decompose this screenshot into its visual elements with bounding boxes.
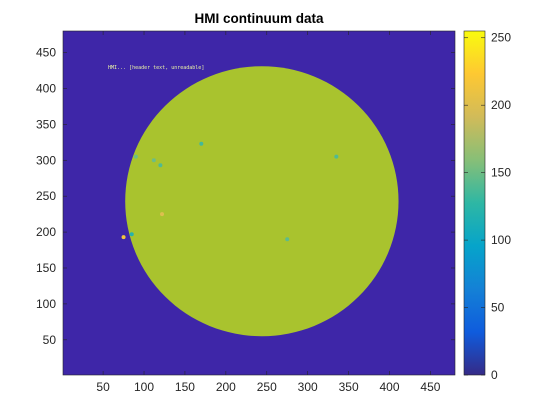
sunspot-feature-0 <box>133 154 138 159</box>
y-tick-label: 400 <box>36 81 56 95</box>
colorbar-gradient <box>464 31 485 375</box>
sunspot-feature-2 <box>158 163 163 168</box>
sunspot-features <box>121 141 339 242</box>
chart-title: HMI continuum data <box>195 11 324 26</box>
y-tick-label: 50 <box>43 333 57 347</box>
colorbar-ticks: 0 50 100 150 200 250 <box>464 31 511 382</box>
solar-disk <box>125 66 399 337</box>
x-tick-label: 250 <box>257 380 277 394</box>
y-tick-label: 200 <box>36 225 56 239</box>
x-tick-label: 400 <box>380 380 400 394</box>
y-tick-label: 350 <box>36 117 56 131</box>
x-tick-label: 50 <box>96 380 110 394</box>
header-text: HMI... [header text, unreadable] <box>108 65 204 71</box>
colorbar-tick-label: 150 <box>491 166 511 180</box>
colorbar-tick-label: 250 <box>491 31 511 45</box>
x-tick-label: 150 <box>175 380 195 394</box>
y-tick-label: 150 <box>36 261 56 275</box>
y-axis: 50 100 150 200 250 300 350 400 450 <box>36 46 455 347</box>
colorbar-tick-label: 50 <box>491 301 505 315</box>
heatmap-plot-area: HMI... [header text, unreadable] <box>62 30 456 376</box>
y-tick-label: 450 <box>36 46 56 60</box>
sunspot-feature-5 <box>121 235 126 240</box>
colorbar: 0 50 100 150 200 250 <box>463 30 511 382</box>
sunspot-feature-4 <box>129 232 134 237</box>
colorbar-tick-label: 200 <box>491 98 511 112</box>
colorbar-tick-label: 0 <box>491 368 498 382</box>
x-tick-label: 350 <box>339 380 359 394</box>
x-axis: 50 100 150 200 250 300 350 400 450 <box>96 31 441 394</box>
sunspot-feature-6 <box>334 154 339 159</box>
colorbar-tick-label: 100 <box>491 233 511 247</box>
colorbar-frame <box>463 30 486 376</box>
sunspot-feature-3 <box>199 141 204 146</box>
sunspot-feature-1 <box>151 158 156 163</box>
x-tick-label: 200 <box>216 380 236 394</box>
y-tick-label: 250 <box>36 189 56 203</box>
x-tick-label: 300 <box>298 380 318 394</box>
x-tick-label: 100 <box>134 380 154 394</box>
sunspot-feature-8 <box>160 212 165 217</box>
x-tick-label: 450 <box>420 380 440 394</box>
y-tick-label: 100 <box>36 297 56 311</box>
sunspot-feature-7 <box>285 237 290 242</box>
plot-frame <box>62 30 456 376</box>
y-tick-label: 300 <box>36 153 56 167</box>
